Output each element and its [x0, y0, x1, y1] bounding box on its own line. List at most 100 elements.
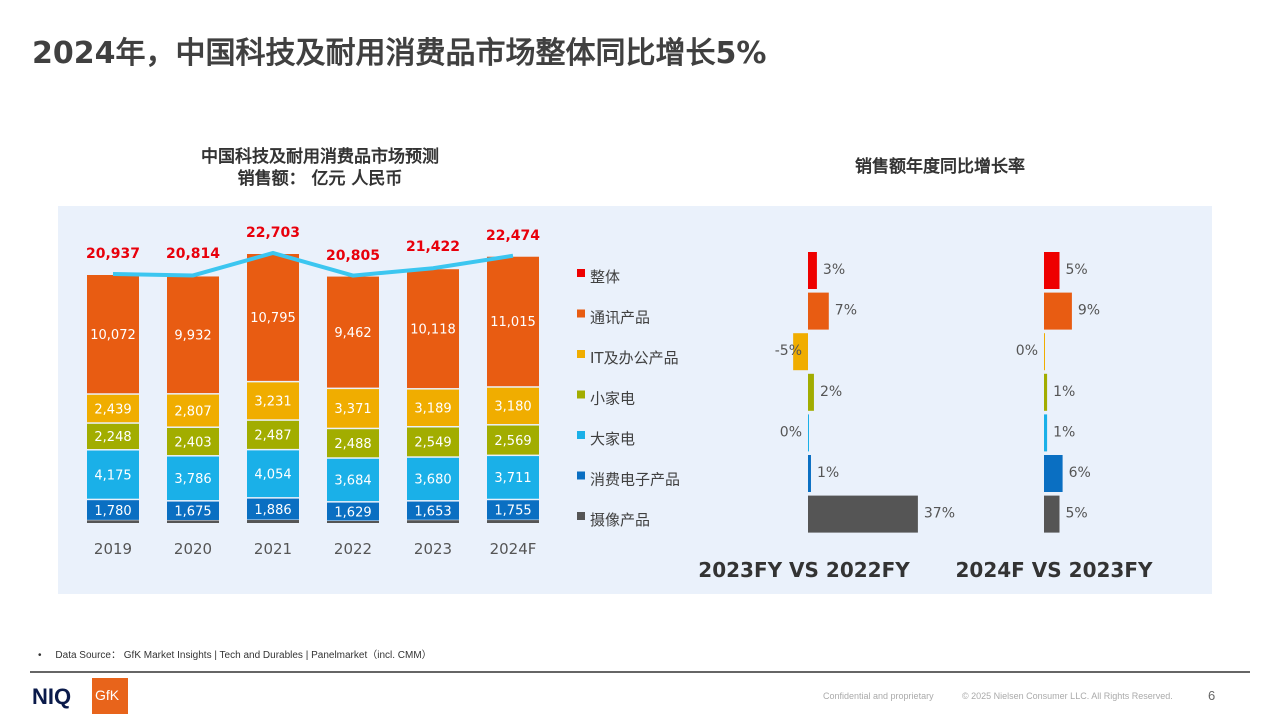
bar-segment-摄像产品: [327, 520, 379, 523]
growth-label: -5%: [775, 343, 802, 359]
bar-data-label: 3,231: [254, 395, 291, 410]
bar-segment-IT及办公产品: [87, 394, 139, 423]
bar-data-label: 10,795: [250, 311, 296, 326]
growth-label: 7%: [835, 303, 857, 319]
growth-series-label: 2023FY VS 2022FY: [698, 558, 910, 582]
left-chart-subtitle: 销售额： 亿元 人民币: [237, 169, 403, 189]
growth-bar-小家电: [1044, 373, 1048, 411]
x-tick-label: 2023: [414, 540, 452, 558]
bar-segment-通讯产品: [487, 256, 539, 387]
growth-label: 6%: [1069, 465, 1091, 481]
bar-segment-小家电: [487, 425, 539, 455]
bar-data-label: 3,786: [174, 472, 211, 487]
bar-data-label: 2,403: [174, 435, 211, 450]
bar-segment-IT及办公产品: [407, 389, 459, 426]
bar-segment-摄像产品: [407, 520, 459, 523]
bar-data-label: 1,629: [334, 505, 371, 520]
growth-label: 3%: [823, 262, 845, 278]
growth-bar-大家电: [808, 414, 809, 452]
growth-label: 1%: [1053, 424, 1075, 440]
growth-label: 5%: [1066, 262, 1088, 278]
legend-swatch: [577, 390, 585, 399]
bar-segment-通讯产品: [247, 254, 299, 381]
growth-bar-IT及办公产品: [793, 333, 808, 371]
bar-segment-大家电: [87, 450, 139, 499]
bar-segment-通讯产品: [407, 269, 459, 389]
bar-data-label: 9,932: [174, 329, 211, 344]
bar-segment-消费电子产品: [327, 502, 379, 521]
bar-segment-消费电子产品: [487, 500, 539, 520]
legend-label: 小家电: [590, 390, 635, 408]
legend-swatch: [577, 309, 585, 318]
total-label: 20,805: [326, 248, 380, 264]
page-number: 6: [1208, 688, 1216, 703]
legend-swatch: [577, 269, 585, 277]
bar-segment-通讯产品: [167, 276, 219, 394]
legend-swatch: [577, 431, 585, 439]
bar-segment-大家电: [407, 457, 459, 501]
growth-bar-通讯产品: [808, 292, 829, 330]
legend-label: 消费电子产品: [590, 471, 680, 489]
total-label: 21,422: [406, 239, 460, 255]
bar-segment-摄像产品: [247, 520, 299, 523]
bar-segment-大家电: [167, 456, 219, 501]
legend-swatch: [577, 471, 585, 480]
bar-segment-IT及办公产品: [327, 389, 379, 428]
footnote-text: Data Source： GfK Market Insights | Tech …: [55, 650, 432, 661]
growth-bar-摄像产品: [808, 495, 918, 533]
bar-data-label: 1,886: [254, 503, 291, 518]
left-chart-title-text: 中国科技及耐用消费品市场预测: [201, 147, 439, 167]
bar-data-label: 11,015: [490, 315, 536, 330]
bar-data-label: 1,675: [174, 505, 211, 520]
bar-data-label: 10,118: [410, 322, 456, 337]
growth-bar-整体: [808, 252, 817, 289]
right-chart-title: 销售额年度同比增长率: [855, 157, 1025, 177]
total-label: 22,703: [246, 225, 300, 241]
bar-segment-通讯产品: [87, 275, 139, 394]
growth-bar-摄像产品: [1044, 495, 1060, 533]
bar-segment-大家电: [327, 458, 379, 502]
legend-label: 大家电: [590, 430, 635, 448]
bar-segment-消费电子产品: [407, 501, 459, 520]
legend-label: 通讯产品: [590, 309, 650, 327]
growth-bar-小家电: [808, 373, 814, 411]
bar-segment-小家电: [407, 427, 459, 457]
bar-segment-IT及办公产品: [247, 382, 299, 420]
x-tick-label: 2022: [334, 540, 372, 558]
legend-label: 摄像产品: [590, 511, 650, 529]
growth-bar-消费电子产品: [808, 455, 811, 492]
bar-data-label: 1,755: [494, 504, 531, 519]
total-label: 20,937: [86, 246, 140, 262]
growth-label: 1%: [1053, 384, 1075, 400]
total-line: [112, 250, 514, 278]
growth-bar-大家电: [1044, 414, 1048, 452]
bar-segment-IT及办公产品: [167, 394, 219, 427]
bar-data-label: 2,487: [254, 429, 291, 444]
bar-data-label: 3,680: [414, 473, 451, 488]
bar-data-label: 1,653: [414, 504, 451, 519]
footer-divider: [30, 671, 1250, 673]
bar-data-label: 3,180: [494, 400, 531, 415]
bar-data-label: 9,462: [334, 326, 371, 341]
bar-data-label: 3,684: [334, 474, 371, 489]
bar-segment-小家电: [167, 427, 219, 456]
bar-segment-消费电子产品: [167, 501, 219, 520]
bar-segment-摄像产品: [487, 520, 539, 523]
growth-label: 9%: [1078, 303, 1100, 319]
bar-segment-通讯产品: [327, 276, 379, 388]
left-chart-title: 中国科技及耐用消费品市场预测 销售额： 亿元 人民币: [150, 146, 490, 190]
bar-segment-小家电: [247, 420, 299, 449]
x-tick-label: 2021: [254, 540, 292, 558]
bar-segment-IT及办公产品: [487, 387, 539, 425]
legend-label: 整体: [590, 268, 620, 286]
bar-data-label: 3,711: [494, 471, 531, 486]
bar-segment-小家电: [327, 429, 379, 458]
growth-label: 0%: [780, 424, 802, 440]
bar-data-label: 10,072: [90, 328, 136, 343]
total-label: 20,814: [166, 246, 220, 262]
growth-bar-整体: [1044, 252, 1060, 289]
growth-bar-消费电子产品: [1044, 455, 1063, 492]
bar-data-label: 1,780: [94, 504, 131, 519]
bar-data-label: 2,488: [334, 437, 371, 452]
